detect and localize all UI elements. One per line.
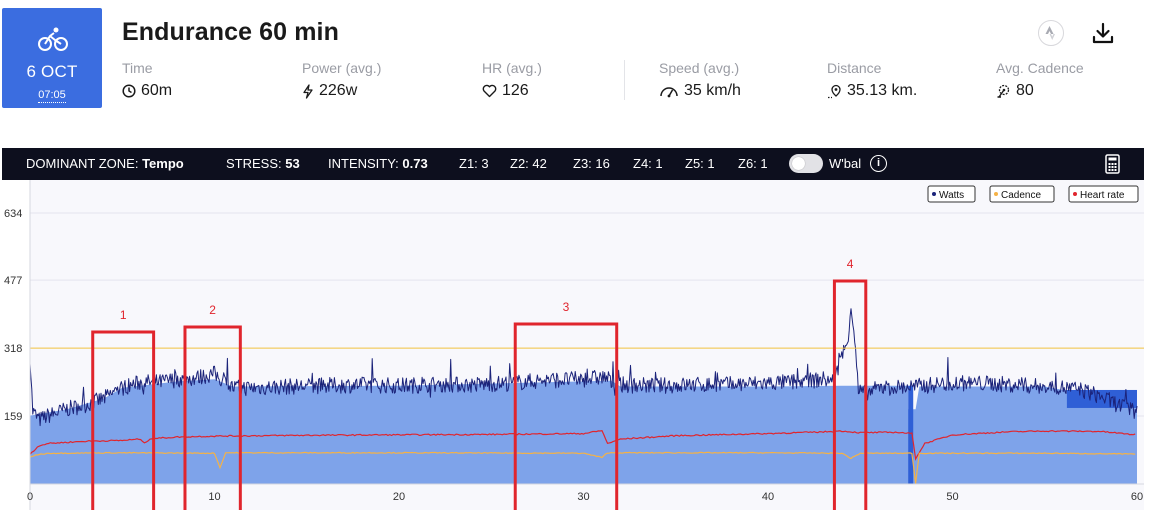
legend-dot xyxy=(932,192,936,196)
metric-value: 60m xyxy=(141,82,173,99)
page-title: Endurance 60 min xyxy=(122,18,339,46)
cadence-series-line xyxy=(29,451,1136,484)
y-tick-label: 159 xyxy=(4,411,22,423)
legend-dot xyxy=(1073,192,1077,196)
legend-box xyxy=(1068,185,1139,203)
metric-time: Time 60m xyxy=(122,60,172,100)
strava-icon xyxy=(1045,26,1055,40)
heart-icon xyxy=(482,84,497,98)
dominant-zone-value: Tempo xyxy=(142,156,184,171)
dominant-zone-label: DOMINANT ZONE: xyxy=(26,156,139,171)
legend-label: Heart rate xyxy=(1080,190,1125,201)
activity-time: 07:05 xyxy=(38,89,66,103)
zone-z5: Z5: 1 xyxy=(685,156,715,171)
calculator-icon[interactable] xyxy=(1105,154,1120,174)
metric-value: 226w xyxy=(319,82,358,99)
bicycle-icon xyxy=(38,27,68,51)
download-icon xyxy=(1092,22,1114,44)
metric-label: HR (avg.) xyxy=(482,60,542,76)
legend-dot xyxy=(994,192,998,196)
annotation-label: 4 xyxy=(847,257,854,271)
location-pin-icon xyxy=(828,84,841,98)
info-icon[interactable]: i xyxy=(870,155,887,172)
metric-value: 126 xyxy=(502,82,529,99)
workout-stats-bar: DOMINANT ZONE: Tempo STRESS: 53 INTENSIT… xyxy=(2,148,1144,180)
wbal-label: W'bal xyxy=(829,156,862,171)
download-button[interactable] xyxy=(1089,19,1117,47)
legend-box xyxy=(989,185,1055,203)
workout-chart: 159 318 477 634 0 10 20 30 40 50 60 1 2 3 4 Watts Cade… xyxy=(4,180,1144,510)
zone-z3: Z3: 16 xyxy=(573,156,610,171)
annotation-label: 1 xyxy=(120,308,127,322)
x-tick-label: 20 xyxy=(393,491,405,503)
annotation-label: 3 xyxy=(563,300,570,314)
toggle-knob xyxy=(792,157,805,170)
legend: Watts Cadence Heart rate xyxy=(927,185,1139,203)
x-tick-label: 30 xyxy=(577,491,589,503)
metric-power: Power (avg.) 226w xyxy=(302,60,381,100)
metric-hr: HR (avg.) 126 xyxy=(482,60,542,100)
metrics-divider xyxy=(624,60,625,100)
speedometer-icon xyxy=(660,87,678,98)
x-tick-label: 40 xyxy=(762,491,774,503)
series-lines xyxy=(29,308,1138,484)
date-card: 6 OCT 07:05 xyxy=(2,8,102,108)
metric-label: Power (avg.) xyxy=(302,60,382,76)
legend-box xyxy=(927,185,976,203)
legend-item: Heart rate xyxy=(1068,185,1139,203)
activity-date: 6 OCT xyxy=(26,62,78,81)
annotation-label: 2 xyxy=(209,303,216,317)
x-tick-label: 50 xyxy=(946,491,958,503)
clock-icon xyxy=(122,84,136,98)
metric-distance: Distance 35.13 km. xyxy=(827,60,917,100)
legend-item: Watts xyxy=(927,185,976,203)
annotations: 1 2 3 4 xyxy=(91,257,868,510)
y-tick-label: 634 xyxy=(4,208,22,220)
metric-label: Distance xyxy=(827,60,882,76)
axes: 159 318 477 634 0 10 20 30 40 50 60 xyxy=(4,180,1144,510)
zone-z2: Z2: 42 xyxy=(510,156,547,171)
x-tick-label: 10 xyxy=(208,491,220,503)
zone-z6: Z6: 1 xyxy=(738,156,768,171)
x-tick-label: 0 xyxy=(27,491,33,503)
strava-button[interactable] xyxy=(1038,20,1064,46)
metric-value: 80 xyxy=(1016,82,1034,99)
annotation-box xyxy=(832,279,868,510)
zone-z1: Z1: 3 xyxy=(459,156,489,171)
annotation-box xyxy=(513,322,619,510)
zone-z4: Z4: 1 xyxy=(633,156,663,171)
legend-item: Cadence xyxy=(989,185,1055,203)
annotation-box xyxy=(183,325,242,510)
wbal-toggle[interactable] xyxy=(789,154,823,173)
metric-speed: Speed (avg.) 35 km/h xyxy=(659,60,741,100)
stress-value: 53 xyxy=(285,156,300,171)
metric-cadence: Avg. Cadence 80 xyxy=(996,60,1084,100)
legend-label: Watts xyxy=(939,190,964,201)
crank-icon xyxy=(997,84,1010,98)
metric-value: 35 km/h xyxy=(684,82,741,99)
annotation-box xyxy=(91,330,156,510)
legend-label: Cadence xyxy=(1001,190,1041,201)
y-tick-label: 477 xyxy=(4,275,22,287)
metric-label: Time xyxy=(122,60,153,76)
metric-label: Speed (avg.) xyxy=(659,60,740,76)
intensity-label: INTENSITY: xyxy=(328,156,399,171)
power-fill xyxy=(30,379,1137,484)
watts-series-line xyxy=(29,308,1138,427)
x-tick-label: 60 xyxy=(1131,491,1143,503)
power-fill-dark-bar xyxy=(908,385,914,484)
metric-label: Avg. Cadence xyxy=(996,60,1084,76)
intensity-value: 0.73 xyxy=(402,156,428,171)
y-tick-label: 318 xyxy=(4,343,22,355)
metric-value: 35.13 km. xyxy=(847,82,918,99)
bolt-icon xyxy=(303,83,313,99)
heart-rate-series-line xyxy=(29,429,1136,461)
stress-label: STRESS: xyxy=(226,156,282,171)
power-fill-area xyxy=(30,379,1137,484)
